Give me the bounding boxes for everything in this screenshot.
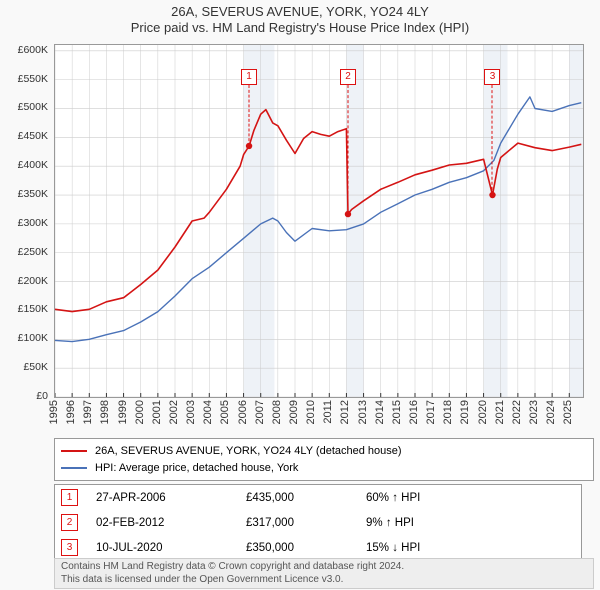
sale-marker-row: 2 02-FEB-2012£317,0009% ↑ HPI xyxy=(55,510,581,535)
chart-container: 26A, SEVERUS AVENUE, YORK, YO24 4LY Pric… xyxy=(0,0,600,590)
x-tick-label: 2025 xyxy=(562,400,574,424)
x-axis-ticks: 1995199619971998199920002001200220032004… xyxy=(54,398,582,438)
x-tick-label: 1996 xyxy=(65,400,77,424)
y-tick-label: £250K xyxy=(18,246,48,258)
x-tick-label: 2014 xyxy=(374,400,386,424)
x-tick-label: 2018 xyxy=(442,400,454,424)
x-tick-label: 2003 xyxy=(185,400,197,424)
legend-label-price-paid: 26A, SEVERUS AVENUE, YORK, YO24 4LY (det… xyxy=(95,443,402,460)
sale-marker-line xyxy=(249,85,250,146)
x-tick-label: 2023 xyxy=(528,400,540,424)
x-tick-label: 2024 xyxy=(545,400,557,424)
legend: 26A, SEVERUS AVENUE, YORK, YO24 4LY (det… xyxy=(54,438,594,481)
plot-svg xyxy=(55,45,583,397)
attribution-line2: This data is licensed under the Open Gov… xyxy=(61,574,587,587)
x-tick-label: 2002 xyxy=(168,400,180,424)
sale-marker-row-badge: 1 xyxy=(61,489,78,506)
x-tick-label: 2020 xyxy=(477,400,489,424)
sale-marker-date: 02-FEB-2012 xyxy=(96,517,246,529)
sale-marker-line xyxy=(347,85,348,214)
sale-markers-table: 1 27-APR-2006£435,00060% ↑ HPI 2 02-FEB-201… xyxy=(54,484,582,561)
x-tick-label: 2016 xyxy=(408,400,420,424)
y-tick-label: £600K xyxy=(18,44,48,56)
x-tick-label: 2019 xyxy=(459,400,471,424)
attribution-line1: Contains HM Land Registry data © Crown c… xyxy=(61,561,587,574)
x-tick-label: 2008 xyxy=(271,400,283,424)
x-tick-label: 2009 xyxy=(288,400,300,424)
legend-label-hpi: HPI: Average price, detached house, York xyxy=(95,460,298,477)
sale-marker-date: 27-APR-2006 xyxy=(96,492,246,504)
y-tick-label: £200K xyxy=(18,275,48,287)
sale-marker-badge: 2 xyxy=(340,69,356,85)
x-tick-label: 1997 xyxy=(82,400,94,424)
y-tick-label: £50K xyxy=(23,361,48,373)
x-tick-label: 1995 xyxy=(48,400,60,424)
legend-swatch-hpi xyxy=(61,467,87,469)
legend-row-price-paid: 26A, SEVERUS AVENUE, YORK, YO24 4LY (det… xyxy=(61,443,587,460)
sale-marker-badge: 3 xyxy=(484,69,500,85)
x-tick-label: 2012 xyxy=(339,400,351,424)
x-tick-label: 1999 xyxy=(117,400,129,424)
y-tick-label: £300K xyxy=(18,217,48,229)
sale-marker-row-badge: 3 xyxy=(61,539,78,556)
y-tick-label: £550K xyxy=(18,73,48,85)
sale-marker-price: £350,000 xyxy=(246,542,366,554)
y-tick-label: £100K xyxy=(18,332,48,344)
sale-marker-line xyxy=(492,85,493,195)
legend-row-hpi: HPI: Average price, detached house, York xyxy=(61,460,587,477)
title-block: 26A, SEVERUS AVENUE, YORK, YO24 4LY Pric… xyxy=(0,0,600,37)
plot-area: 1 2 3 xyxy=(54,44,584,398)
x-tick-label: 2013 xyxy=(357,400,369,424)
sale-marker-row: 1 27-APR-2006£435,00060% ↑ HPI xyxy=(55,485,581,510)
x-tick-label: 2001 xyxy=(151,400,163,424)
x-tick-label: 2006 xyxy=(237,400,249,424)
sale-marker-badge: 1 xyxy=(241,69,257,85)
y-tick-label: £0 xyxy=(36,390,48,402)
x-tick-label: 2017 xyxy=(425,400,437,424)
x-tick-label: 2004 xyxy=(202,400,214,424)
sale-marker-delta: 9% ↑ HPI xyxy=(366,517,414,529)
y-tick-label: £150K xyxy=(18,303,48,315)
sale-marker-row-badge: 2 xyxy=(61,514,78,531)
attribution: Contains HM Land Registry data © Crown c… xyxy=(54,558,594,589)
legend-swatch-price-paid xyxy=(61,450,87,452)
x-tick-label: 2015 xyxy=(391,400,403,424)
x-tick-label: 2005 xyxy=(219,400,231,424)
title-address: 26A, SEVERUS AVENUE, YORK, YO24 4LY xyxy=(0,4,600,20)
sale-marker-price: £435,000 xyxy=(246,492,366,504)
x-tick-label: 2011 xyxy=(322,400,334,424)
sale-marker-row: 3 10-JUL-2020£350,00015% ↓ HPI xyxy=(55,535,581,560)
x-tick-label: 1998 xyxy=(99,400,111,424)
sale-marker-date: 10-JUL-2020 xyxy=(96,542,246,554)
y-tick-label: £400K xyxy=(18,159,48,171)
sale-marker-delta: 15% ↓ HPI xyxy=(366,542,420,554)
x-tick-label: 2010 xyxy=(305,400,317,424)
x-tick-label: 2000 xyxy=(134,400,146,424)
sale-marker-price: £317,000 xyxy=(246,517,366,529)
x-tick-label: 2022 xyxy=(511,400,523,424)
title-subtitle: Price paid vs. HM Land Registry's House … xyxy=(0,20,600,36)
x-tick-label: 2021 xyxy=(494,400,506,424)
y-tick-label: £500K xyxy=(18,101,48,113)
y-tick-label: £450K xyxy=(18,130,48,142)
x-tick-label: 2007 xyxy=(254,400,266,424)
sale-marker-delta: 60% ↑ HPI xyxy=(366,492,420,504)
y-tick-label: £350K xyxy=(18,188,48,200)
y-axis-ticks: £0£50K£100K£150K£200K£250K£300K£350K£400… xyxy=(0,44,52,396)
